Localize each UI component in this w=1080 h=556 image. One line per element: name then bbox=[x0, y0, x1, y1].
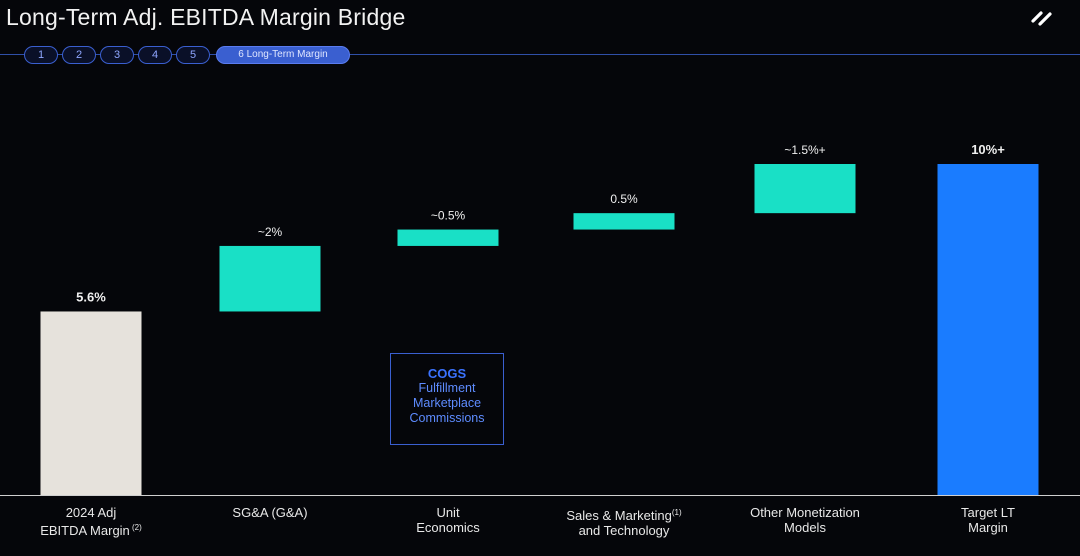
bar-0 bbox=[40, 311, 142, 495]
step-1[interactable]: 1 bbox=[24, 46, 58, 64]
category-label-2: Unit Economics bbox=[363, 505, 533, 535]
bar-3 bbox=[573, 213, 675, 230]
bar-4 bbox=[754, 164, 856, 214]
bar-value-label-1: ~2% bbox=[258, 225, 283, 239]
category-label-line1: SG&A (G&A) bbox=[232, 505, 308, 520]
step-4[interactable]: 4 bbox=[138, 46, 172, 64]
category-label-5: Target LT Margin bbox=[903, 505, 1073, 535]
brand-logo-icon bbox=[1031, 11, 1052, 26]
category-label-line1: Sales & Marketing(1) bbox=[566, 508, 682, 523]
category-label-line1: Other Monetization bbox=[750, 505, 860, 520]
category-label-line2: EBITDA Margin (2) bbox=[40, 523, 142, 538]
footnote-marker: (2) bbox=[129, 523, 142, 532]
bar-value-label-3: 0.5% bbox=[610, 192, 638, 206]
category-label-0: 2024 Adj EBITDA Margin (2) bbox=[6, 505, 176, 538]
step-2[interactable]: 2 bbox=[62, 46, 96, 64]
category-label-line2: and Technology bbox=[578, 523, 670, 538]
category-label-line1: Target LT bbox=[961, 505, 1015, 520]
category-label-line1: Unit bbox=[436, 505, 460, 520]
category-label-line2: Margin bbox=[968, 520, 1008, 535]
category-label-line2: Models bbox=[784, 520, 826, 535]
step-6-active[interactable]: 6 Long-Term Margin bbox=[216, 46, 350, 64]
step-3[interactable]: 3 bbox=[100, 46, 134, 64]
step-5[interactable]: 5 bbox=[176, 46, 210, 64]
bar-value-label-4: ~1.5%+ bbox=[784, 143, 825, 157]
section-stepper: 1 2 3 4 5 6 Long-Term Margin bbox=[0, 44, 1080, 64]
page-title: Long-Term Adj. EBITDA Margin Bridge bbox=[6, 4, 406, 30]
category-label-4: Other Monetization Models bbox=[720, 505, 890, 535]
footnote-marker: (1) bbox=[671, 508, 682, 517]
cogs-item-commissions: Commissions bbox=[409, 411, 485, 425]
bar-2 bbox=[397, 229, 499, 246]
cogs-item-marketplace: Marketplace bbox=[412, 396, 482, 410]
stepper-line bbox=[0, 54, 1080, 55]
category-label-line1: 2024 Adj bbox=[65, 505, 117, 520]
bar-value-label-0: 5.6% bbox=[76, 289, 106, 304]
category-label-line2: Economics bbox=[416, 520, 480, 535]
cogs-item-fulfillment: Fulfillment bbox=[418, 381, 476, 395]
category-label-3: Sales & Marketing(1) and Technology bbox=[539, 505, 709, 538]
cogs-callout: COGS Fulfillment Marketplace Commissions bbox=[390, 353, 504, 445]
bar-value-label-2: ~0.5% bbox=[431, 209, 466, 223]
category-label-1: SG&A (G&A) bbox=[185, 505, 355, 520]
bar-value-label-5: 10%+ bbox=[971, 142, 1005, 157]
cogs-heading: COGS bbox=[427, 366, 467, 381]
bar-5 bbox=[937, 164, 1039, 495]
bar-1 bbox=[219, 245, 321, 312]
